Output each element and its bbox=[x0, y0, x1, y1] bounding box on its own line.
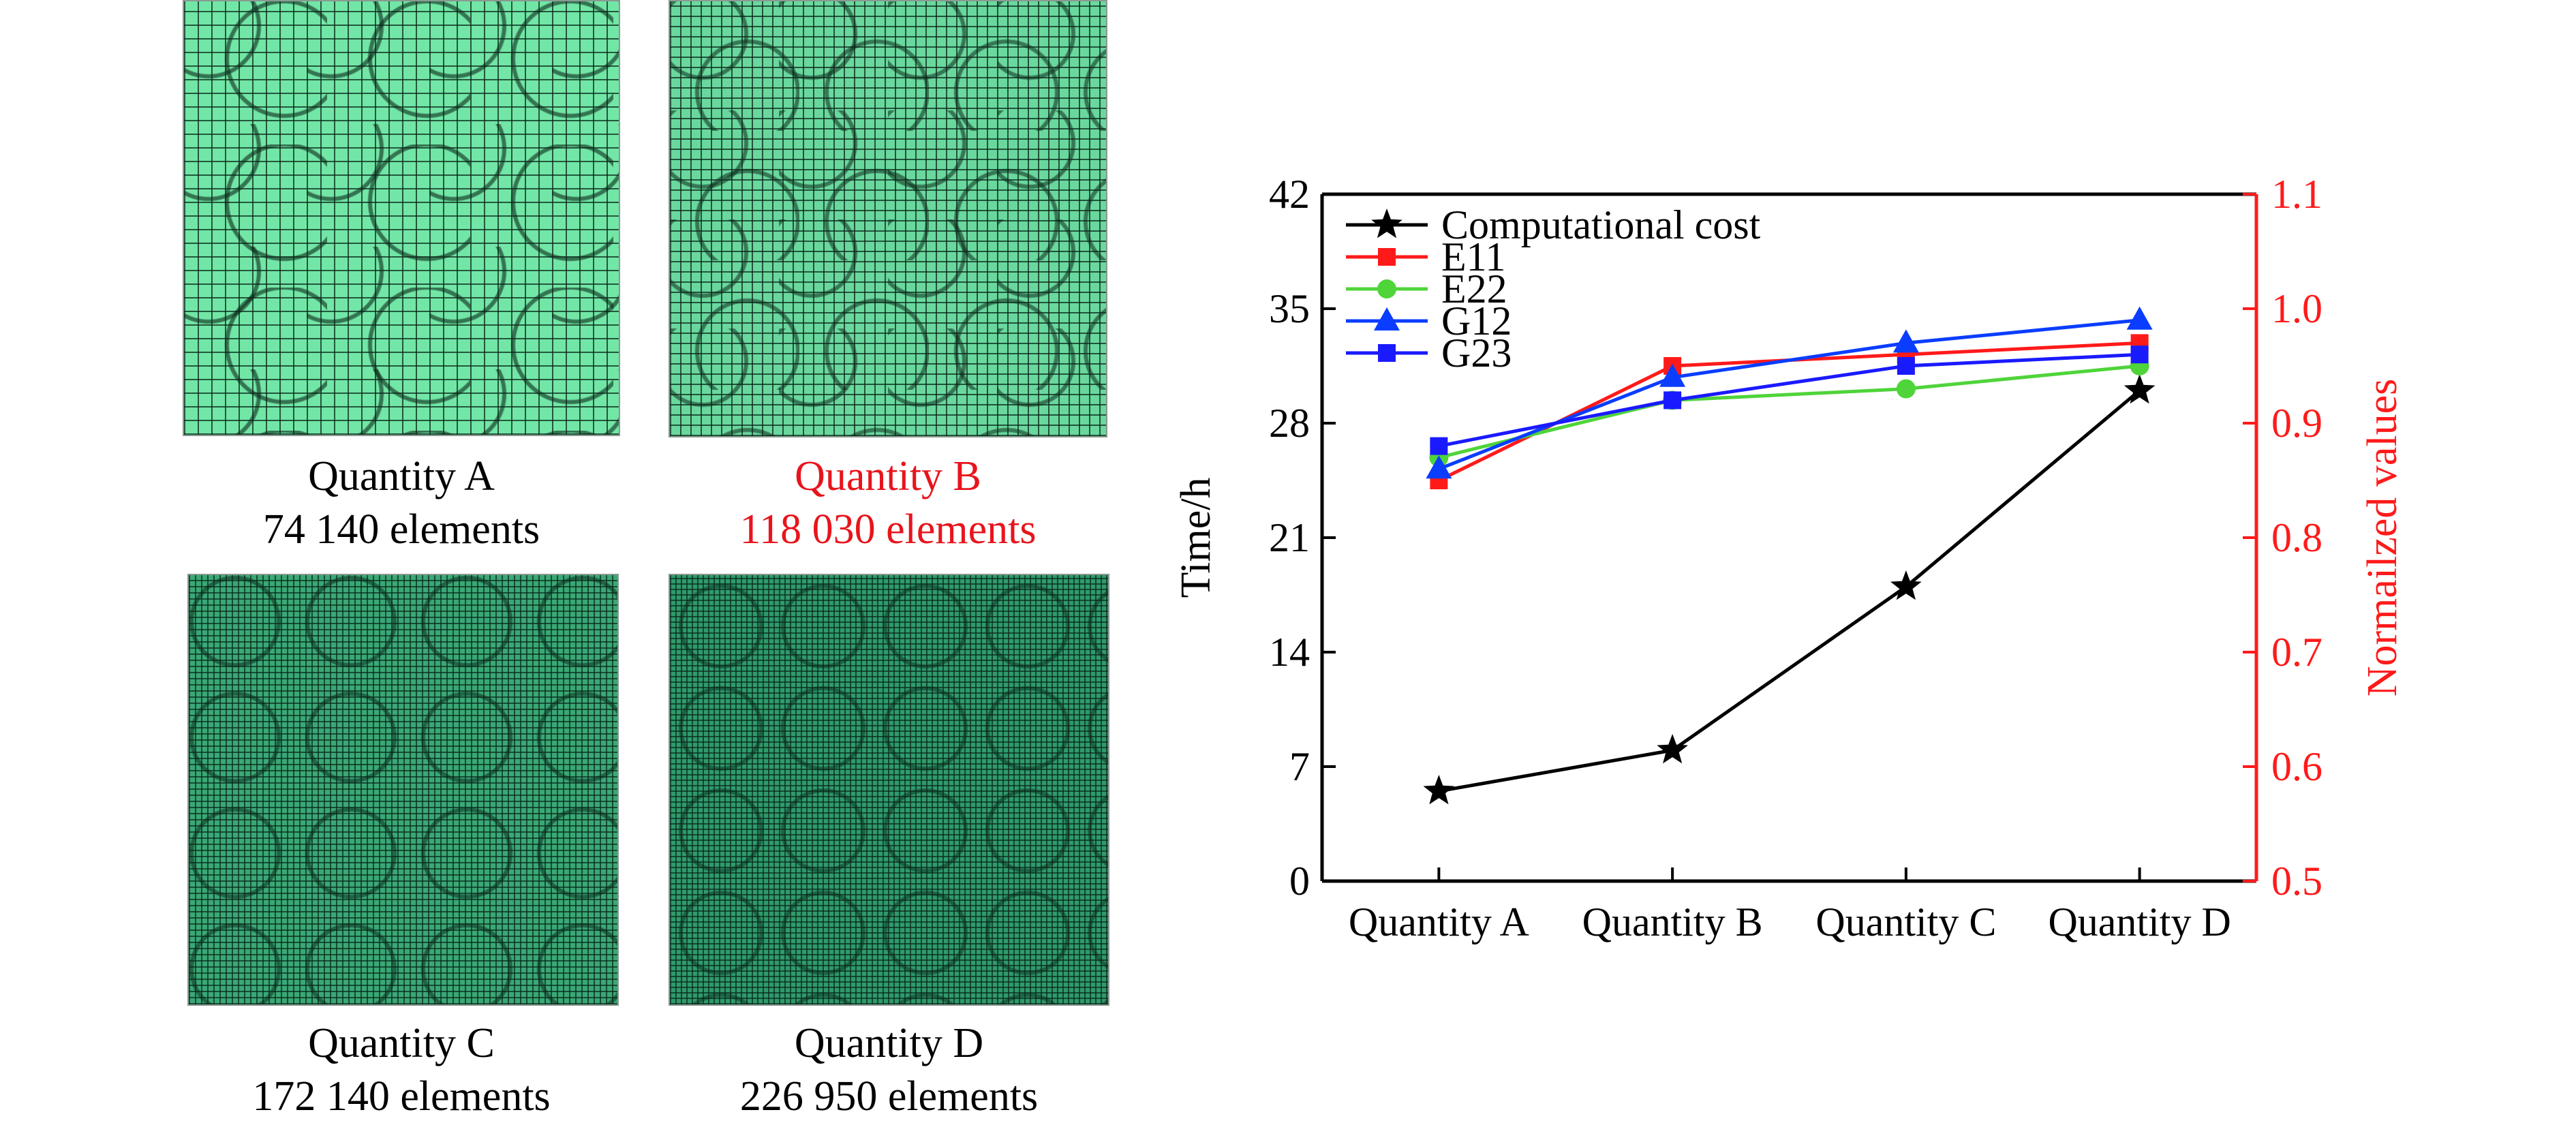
legend-marker-triangle-icon bbox=[1374, 307, 1400, 330]
legend-marker-square-icon bbox=[1378, 344, 1396, 362]
legend-item-g12: G12 bbox=[1346, 298, 1512, 343]
left-y-tick-label: 21 bbox=[1269, 515, 1310, 560]
data-point-g23 bbox=[2130, 345, 2149, 364]
legend-label: E22 bbox=[1441, 266, 1507, 311]
data-point-computational-cost bbox=[2123, 374, 2156, 404]
left-y-tick-label: 35 bbox=[1269, 286, 1310, 331]
right-y-tick-label: 0.8 bbox=[2271, 515, 2322, 560]
mesh-image-quantity-b bbox=[669, 0, 1107, 437]
x-tick-label: Quantity B bbox=[1582, 899, 1763, 944]
mesh-label: Quantity D bbox=[794, 1020, 984, 1066]
series-line-e22 bbox=[1438, 364, 2140, 459]
data-point-g12 bbox=[2126, 306, 2153, 330]
mesh-element-count: 118 030 elements bbox=[739, 506, 1037, 553]
x-tick-label: Quantity A bbox=[1349, 899, 1529, 944]
right-y-tick-label: 1.0 bbox=[2271, 286, 2322, 331]
legend-marker-star-icon bbox=[1371, 209, 1402, 239]
right-y-tick-label: 0.7 bbox=[2271, 630, 2322, 675]
left-y-tick-label: 7 bbox=[1289, 744, 1310, 789]
legend-item-g23: G23 bbox=[1346, 330, 1512, 375]
data-point-g12 bbox=[1892, 329, 1919, 353]
legend-item-e22: E22 bbox=[1346, 266, 1507, 311]
data-point-g12 bbox=[1426, 455, 1452, 479]
legend-label: G23 bbox=[1441, 330, 1512, 375]
legend-marker-square-icon bbox=[1378, 248, 1396, 266]
left-y-tick-label: 42 bbox=[1269, 172, 1310, 217]
right-y-tick-label: 1.1 bbox=[2271, 172, 2322, 217]
data-point-g23 bbox=[1430, 437, 1448, 455]
data-point-g23 bbox=[1897, 357, 1915, 375]
legend-label: Computational cost bbox=[1441, 202, 1761, 247]
data-point-g23 bbox=[1663, 391, 1682, 410]
mesh-caption-b: Quantity B 118 030 elements bbox=[669, 450, 1107, 556]
legend-label: G12 bbox=[1441, 298, 1512, 343]
left-y-tick-label: 0 bbox=[1289, 859, 1310, 904]
data-point-g12 bbox=[1659, 363, 1686, 387]
data-point-computational-cost bbox=[1423, 775, 1455, 805]
mesh-label: Quantity A bbox=[308, 453, 495, 499]
legend-marker-circle-icon bbox=[1377, 279, 1396, 298]
mesh-element-count: 74 140 elements bbox=[262, 506, 540, 553]
series-line-g23 bbox=[1438, 352, 2140, 448]
right-y-tick-label: 0.6 bbox=[2271, 744, 2322, 789]
left-y-tick-label: 14 bbox=[1269, 630, 1310, 675]
legend-item-e11: E11 bbox=[1346, 234, 1505, 279]
legend-label: E11 bbox=[1441, 234, 1505, 279]
x-tick-label: Quantity D bbox=[2048, 899, 2230, 944]
mesh-caption-a: Quantity A 74 140 elements bbox=[183, 450, 620, 556]
mesh-image-quantity-c bbox=[187, 574, 619, 1006]
data-point-computational-cost bbox=[1890, 570, 1922, 600]
left-y-tick-label: 28 bbox=[1269, 401, 1310, 446]
series-line-computational-cost bbox=[1438, 389, 2141, 793]
mesh-label: Quantity C bbox=[308, 1020, 495, 1066]
right-y-axis-label: Normailzed values bbox=[2359, 379, 2406, 697]
x-tick-label: Quantity C bbox=[1815, 899, 1996, 944]
legend-item-computational-cost: Computational cost bbox=[1346, 202, 1761, 247]
mesh-image-quantity-d bbox=[669, 574, 1109, 1006]
series-line-e11 bbox=[1438, 341, 2140, 482]
right-y-tick-label: 0.5 bbox=[2271, 859, 2322, 904]
data-point-e22 bbox=[1896, 379, 1916, 399]
right-y-tick-label: 0.9 bbox=[2271, 401, 2322, 446]
mesh-image-quantity-a bbox=[183, 0, 620, 436]
left-y-axis-label: Time/h bbox=[1173, 478, 1219, 598]
data-point-computational-cost bbox=[1657, 734, 1688, 764]
mesh-label: Quantity B bbox=[795, 453, 981, 499]
